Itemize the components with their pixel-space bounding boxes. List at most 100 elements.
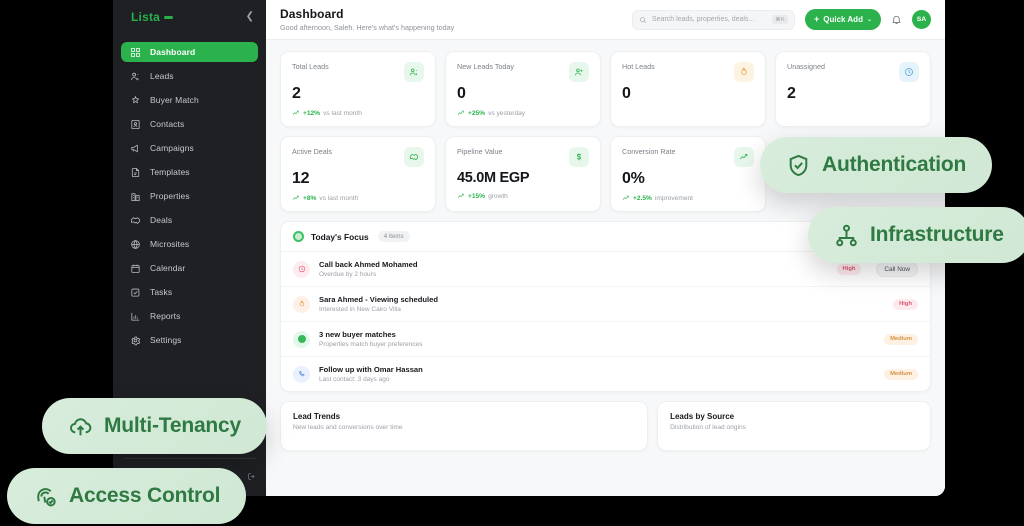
sidebar-item-label: Templates xyxy=(150,167,190,177)
stat-value: 0% xyxy=(622,170,645,187)
feature-pill-authentication[interactable]: Authentication xyxy=(760,137,993,193)
feature-pill-label: Infrastructure xyxy=(870,223,1004,246)
sidebar-item-reports[interactable]: Reports xyxy=(121,306,258,326)
trend-note: vs last month xyxy=(319,194,359,202)
search-input[interactable]: Search leads, properties, deals... ⌘K xyxy=(631,9,795,30)
search-shortcut-badge: ⌘K xyxy=(772,15,788,24)
stat-label: Active Deals xyxy=(292,147,332,156)
list-item-subtitle: Last contact: 3 days ago xyxy=(319,376,390,383)
sidebar-item-label: Deals xyxy=(150,215,173,225)
stat-value: 0 xyxy=(622,85,631,102)
globe-icon xyxy=(130,239,141,250)
cloud-upload-icon xyxy=(68,414,93,439)
stat-trend: +8% vs last month xyxy=(292,194,424,202)
sidebar-item-label: Reports xyxy=(150,311,181,321)
list-item-title: 3 new buyer matches xyxy=(319,330,396,339)
contact-icon xyxy=(130,119,141,130)
page-subtitle: Good afternoon, Saleh. Here's what's hap… xyxy=(280,23,455,32)
sidebar-item-label: Microsites xyxy=(150,239,190,249)
trend-up-icon xyxy=(622,195,629,200)
sidebar-item-tasks[interactable]: Tasks xyxy=(121,282,258,302)
feature-pill-multi-tenancy[interactable]: Multi-Tenancy xyxy=(42,398,268,454)
stat-card-conversion-rate[interactable]: Conversion Rate 0% +2.5% improvement xyxy=(610,136,766,212)
list-item-subtitle: Interested in New Cairo Villa xyxy=(319,306,401,313)
stat-card-new-leads-today[interactable]: New Leads Today 0 +25% vs yesterday xyxy=(445,51,601,127)
stats-row-2: Active Deals 12 +8% vs last month Pipeli… xyxy=(280,136,931,212)
sidebar-item-calendar[interactable]: Calendar xyxy=(121,258,258,278)
bell-icon[interactable] xyxy=(891,14,902,25)
sidebar-item-deals[interactable]: Deals xyxy=(121,210,258,230)
trend-percent: +2.5% xyxy=(633,194,652,202)
sidebar-item-properties[interactable]: Properties xyxy=(121,186,258,206)
list-item[interactable]: Call back Ahmed Mohamed Overdue by 2 hou… xyxy=(281,252,930,287)
stat-trend: +15% growth xyxy=(457,192,589,200)
quick-add-button[interactable]: + Quick Add ⌄ xyxy=(804,9,881,30)
list-item-subtitle: Overdue by 2 hours xyxy=(319,271,377,278)
stat-value: 2 xyxy=(292,85,301,102)
logout-icon[interactable] xyxy=(247,472,256,481)
stat-value: 2 xyxy=(787,85,796,102)
quick-add-label: Quick Add xyxy=(823,15,863,24)
trend-note: growth xyxy=(488,192,508,200)
dollar-icon xyxy=(569,147,589,167)
trend-up-icon xyxy=(292,110,299,115)
brand-logo[interactable]: Lista xyxy=(131,10,174,24)
target-icon xyxy=(293,231,304,242)
stat-card-hot-leads[interactable]: Hot Leads 0 xyxy=(610,51,766,127)
flame-icon xyxy=(293,295,310,313)
trend-percent: +25% xyxy=(468,109,486,117)
building-icon xyxy=(130,191,141,202)
stat-card-total-leads[interactable]: Total Leads 2 +12% vs last month xyxy=(280,51,436,127)
trend-up-icon xyxy=(734,147,754,167)
clock-alert-icon xyxy=(293,260,310,278)
avatar[interactable]: SA xyxy=(912,10,931,29)
panel-subtitle: New leads and conversions over time xyxy=(293,424,403,431)
sidebar-item-templates[interactable]: Templates xyxy=(121,162,258,182)
sidebar-header: Lista ❮ xyxy=(113,0,266,34)
sidebar-item-label: Settings xyxy=(150,335,182,345)
chevron-left-icon[interactable]: ❮ xyxy=(245,11,254,22)
sidebar-item-leads[interactable]: Leads xyxy=(121,66,258,86)
handshake-icon xyxy=(130,215,141,226)
list-item[interactable]: Sara Ahmed - Viewing scheduled Intereste… xyxy=(281,287,930,322)
stat-card-active-deals[interactable]: Active Deals 12 +8% vs last month xyxy=(280,136,436,212)
sidebar-item-campaigns[interactable]: Campaigns xyxy=(121,138,258,158)
leads-by-source-panel: Leads by Source Distribution of lead ori… xyxy=(657,401,931,451)
plus-icon: + xyxy=(813,14,820,24)
call-now-button[interactable]: Call Now xyxy=(876,261,918,277)
list-item[interactable]: 3 new buyer matches Properties match buy… xyxy=(281,322,930,357)
sidebar-item-label: Dashboard xyxy=(150,47,196,57)
stat-label: Hot Leads xyxy=(622,62,655,71)
search-icon xyxy=(639,16,647,24)
feature-pill-access-control[interactable]: Access Control xyxy=(7,468,247,524)
brand-name: Lista xyxy=(131,10,161,24)
trend-note: vs last month xyxy=(323,109,362,117)
stat-label: Unassigned xyxy=(787,62,825,71)
trend-up-icon xyxy=(292,195,299,200)
feature-pill-infrastructure[interactable]: Infrastructure xyxy=(808,207,1024,263)
stat-card-pipeline-value[interactable]: Pipeline Value 45.0M EGP +15% growth xyxy=(445,136,601,212)
stat-label: Pipeline Value xyxy=(457,147,503,156)
trend-up-icon xyxy=(457,110,464,115)
stat-trend: +25% vs yesterday xyxy=(457,109,589,117)
task-check-icon xyxy=(130,287,141,298)
sidebar-item-microsites[interactable]: Microsites xyxy=(121,234,258,254)
stat-card-unassigned[interactable]: Unassigned 2 xyxy=(775,51,931,127)
sidebar-item-label: Properties xyxy=(150,191,190,201)
sidebar-item-buyer-match[interactable]: Buyer Match xyxy=(121,90,258,110)
network-icon xyxy=(834,223,859,248)
sidebar-item-dashboard[interactable]: Dashboard xyxy=(121,42,258,62)
sidebar-item-label: Contacts xyxy=(150,119,185,129)
brand-mark xyxy=(164,15,174,19)
document-icon xyxy=(130,167,141,178)
stat-label: New Leads Today xyxy=(457,62,515,71)
priority-badge: High xyxy=(893,298,918,310)
list-item[interactable]: Follow up with Omar Hassan Last contact:… xyxy=(281,357,930,391)
sidebar-item-settings[interactable]: Settings xyxy=(121,330,258,350)
gear-icon xyxy=(130,335,141,346)
chevron-down-icon: ⌄ xyxy=(866,17,872,23)
search-placeholder: Search leads, properties, deals... xyxy=(651,16,755,23)
sidebar-item-contacts[interactable]: Contacts xyxy=(121,114,258,134)
app-window: Lista ❮ Dashboard Leads Buyer Match xyxy=(113,0,945,496)
